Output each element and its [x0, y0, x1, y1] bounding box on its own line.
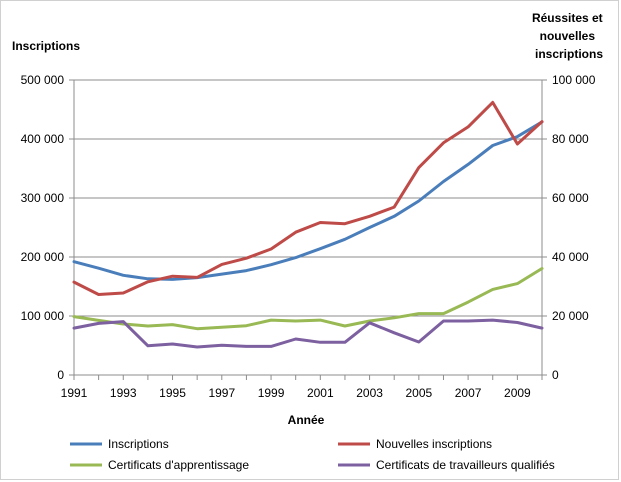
y-right-tick-label: 60 000	[552, 191, 589, 205]
y-left-tick-label: 200 000	[21, 250, 65, 264]
x-tick-label: 1999	[258, 386, 285, 400]
series-line-3	[72, 267, 544, 331]
gridlines	[74, 79, 542, 317]
y-left-tick-label: 300 000	[21, 191, 65, 205]
x-tick-label: 2005	[405, 386, 432, 400]
y-right-axis-title-line-1: Réussites et	[532, 11, 603, 25]
series-line-2	[72, 100, 544, 296]
y-right-axis-title-line-2: nouvelles	[540, 29, 596, 43]
x-tick-label: 1993	[110, 386, 137, 400]
x-tick-label: 1997	[208, 386, 235, 400]
y-right-tick-label: 40 000	[552, 250, 589, 264]
series-line-1	[72, 120, 544, 281]
series-line-4	[72, 318, 544, 349]
x-tick-label: 2007	[455, 386, 482, 400]
x-tick-label: 1995	[159, 386, 186, 400]
y-right-axis-title-line-3: inscriptions	[535, 47, 603, 61]
y-right-axis-title: Réussites et nouvelles inscriptions	[532, 11, 606, 61]
y-right-tick-label: 0	[552, 368, 559, 382]
y-left-axis-title: Inscriptions	[12, 39, 80, 53]
legend: Inscriptions Nouvelles inscriptions Certif…	[70, 437, 555, 472]
legend-label-1: Inscriptions	[108, 437, 169, 451]
y-left-tick-label: 0	[57, 368, 64, 382]
x-tick-label: 2009	[504, 386, 531, 400]
axes: 0 0 100 000 20 000 200 000 40 000 300 000 60 00…	[21, 73, 596, 400]
legend-label-2: Nouvelles inscriptions	[376, 437, 492, 451]
x-tick-label: 2001	[307, 386, 334, 400]
y-left-tick-label: 500 000	[21, 73, 65, 87]
y-right-tick-label: 20 000	[552, 309, 589, 323]
x-tick-label: 1991	[61, 386, 88, 400]
y-right-tick-label: 80 000	[552, 132, 589, 146]
legend-label-3: Certificats d'apprentissage	[108, 458, 249, 472]
series-lines	[72, 100, 544, 349]
y-right-tick-label: 100 000	[552, 73, 596, 87]
y-left-tick-label: 100 000	[21, 309, 65, 323]
x-axis-title: Année	[288, 413, 325, 427]
y-left-tick-label: 400 000	[21, 132, 65, 146]
legend-label-4: Certificats de travailleurs qualifiés	[376, 458, 555, 472]
x-tick-label: 2003	[356, 386, 383, 400]
